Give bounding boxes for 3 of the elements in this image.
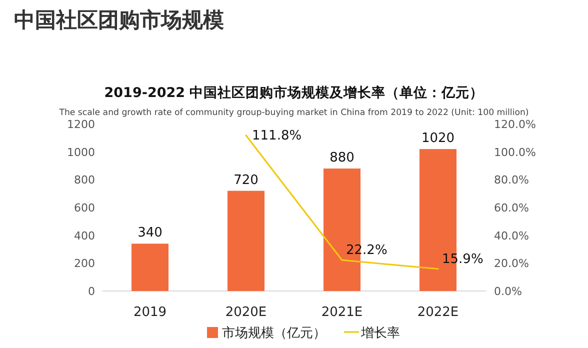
title: 中国社区团购市场规模 [14,8,224,32]
subtitle: 2019-2022 中国社区团购市场规模及增长率（单位：亿元） [104,85,484,101]
annotation: The scale and growth rate of community group-buying market in China from 2019 to 2022 (Unit: 100 million) [59,108,529,118]
